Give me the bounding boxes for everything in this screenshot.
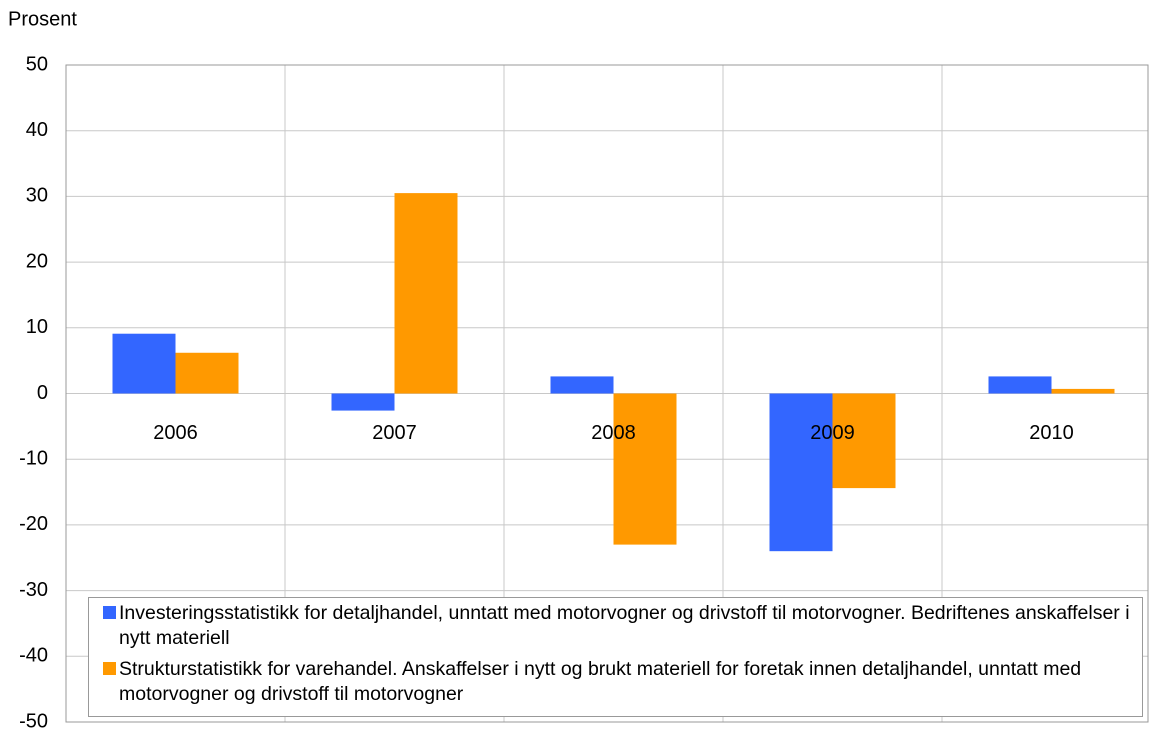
legend-swatch [103,662,116,675]
bar [769,393,833,552]
x-tick-label: 2006 [153,422,198,444]
y-tick-label: 0 [37,382,48,404]
legend-swatch [103,606,116,619]
y-axis-label: Prosent [8,8,77,30]
legend-entry: Investeringsstatistikk for detaljhandel,… [103,601,1134,651]
bar [550,376,614,394]
bar [175,352,239,394]
y-tick-label: -40 [19,645,48,667]
y-tick-label: 30 [26,185,48,207]
legend: Investeringsstatistikk for detaljhandel,… [88,597,1143,717]
legend-entry: Strukturstatistikk for varehandel. Anska… [103,657,1134,707]
x-tick-label: 2009 [810,422,855,444]
bar [112,333,176,394]
plot-border [65,64,1149,723]
y-tick-label: -50 [19,710,48,732]
y-tick-label: 40 [26,119,48,141]
bar [832,393,896,489]
y-tick-label: -10 [19,447,48,469]
x-tick-label: 2007 [372,422,417,444]
legend-label: Strukturstatistikk for varehandel. Anska… [119,658,1082,705]
y-tick-label: -20 [19,513,48,535]
bar [331,393,395,411]
bar [613,393,677,545]
bar [1051,388,1115,394]
x-tick-label: 2010 [1029,422,1074,444]
bar [988,376,1052,394]
bar [394,193,458,394]
y-tick-label: 10 [26,316,48,338]
x-tick-label: 2008 [591,422,636,444]
y-tick-label: -30 [19,579,48,601]
legend-label: Investeringsstatistikk for detaljhandel,… [119,602,1130,649]
y-tick-label: 50 [26,53,48,75]
y-tick-label: 20 [26,250,48,272]
